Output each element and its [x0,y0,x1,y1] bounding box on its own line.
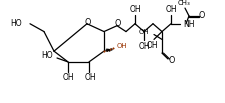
Text: HO: HO [10,19,22,28]
Text: OH: OH [129,5,141,14]
Text: NH: NH [183,20,194,29]
Text: HO: HO [41,51,53,60]
Text: OH: OH [62,73,74,82]
Text: O: O [115,19,121,28]
Text: O: O [199,11,205,20]
Text: OH: OH [146,41,158,50]
Text: OH: OH [138,29,149,35]
Text: OH: OH [138,42,150,51]
Text: O: O [169,56,175,65]
Text: OH: OH [84,73,96,82]
Text: OH: OH [165,5,177,14]
Text: O: O [85,18,91,27]
Text: CH₃: CH₃ [178,0,190,6]
Text: OH: OH [117,43,128,49]
